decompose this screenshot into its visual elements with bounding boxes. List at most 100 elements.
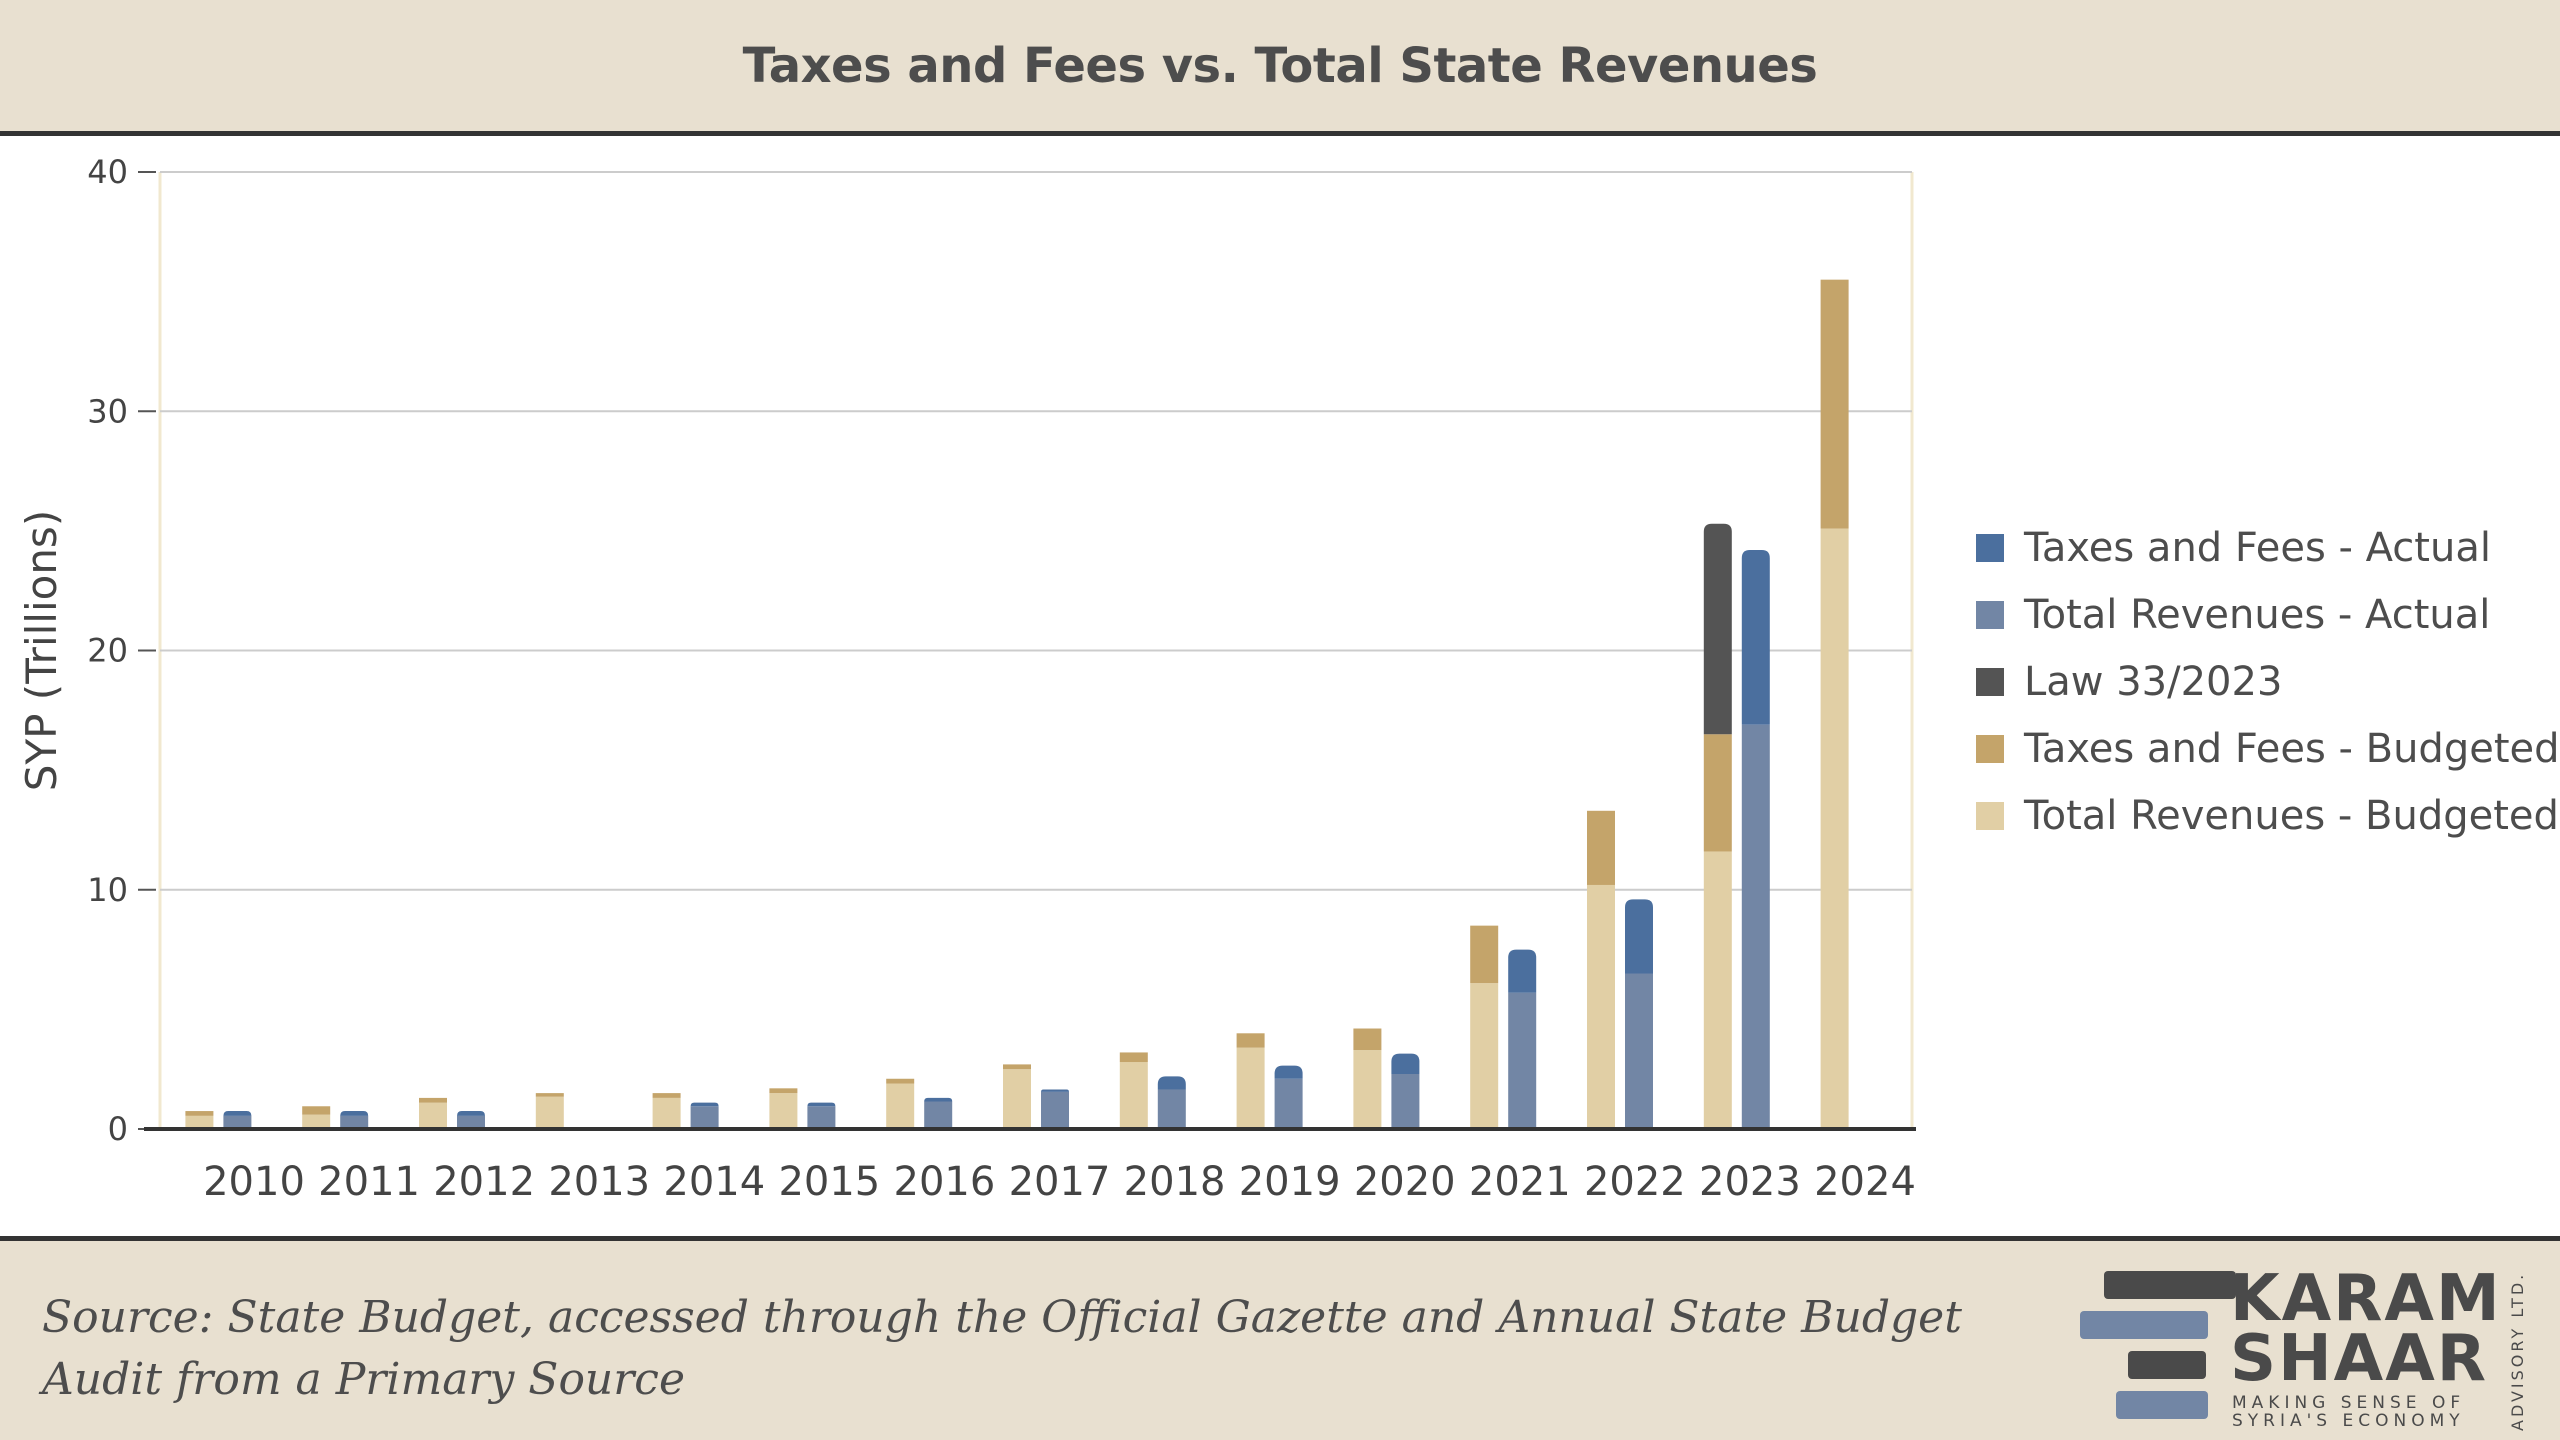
bar-actual-taxes-fees-2014 bbox=[690, 1102, 719, 1107]
x-tick-label-2019: 2019 bbox=[1239, 1159, 1341, 1205]
bar-budgeted-taxes-fees-2019 bbox=[1236, 1033, 1265, 1048]
x-tick-label-2018: 2018 bbox=[1124, 1159, 1226, 1205]
legend-label: Law 33/2023 bbox=[2024, 658, 2283, 705]
x-tick-label-2021: 2021 bbox=[1469, 1159, 1571, 1205]
legend-label: Total Revenues - Actual bbox=[2024, 591, 2491, 638]
x-tick-label-2016: 2016 bbox=[894, 1159, 996, 1205]
chart-area: 0 10 20 30 40 SYP (Trillions) 2010 2011 2012 2013… bbox=[0, 136, 2560, 1236]
legend-label: Taxes and Fees - Budgeted bbox=[2024, 725, 2560, 772]
bar-budgeted-total-revenues-2019 bbox=[1236, 1047, 1265, 1129]
bar-budgeted-total-revenues-2017 bbox=[1003, 1069, 1031, 1129]
bar-budgeted-taxes-fees-2016 bbox=[886, 1078, 915, 1084]
bar-actual-taxes-fees-2015 bbox=[807, 1102, 836, 1107]
legend-swatch bbox=[1976, 533, 2004, 562]
y-tick-label-20: 20 bbox=[87, 632, 128, 670]
bar-budgeted-taxes-fees-2015 bbox=[769, 1088, 798, 1094]
bar-budgeted-total-revenues-2012 bbox=[419, 1102, 447, 1129]
x-tick-label-2017: 2017 bbox=[1009, 1159, 1111, 1205]
bar-budgeted-total-revenues-2024 bbox=[1820, 528, 1849, 1129]
legend-label: Total Revenues - Budgeted bbox=[2024, 792, 2559, 839]
bar-budgeted-taxes-fees-2013 bbox=[535, 1093, 564, 1097]
legend-item: Total Revenues - Budgeted bbox=[1976, 782, 2559, 849]
x-tick-label-2015: 2015 bbox=[778, 1159, 880, 1205]
bar-actual-taxes-fees-2011 bbox=[340, 1111, 369, 1116]
legend-item: Taxes and Fees - Budgeted bbox=[1976, 715, 2560, 782]
bar-budgeted-total-revenues-2016 bbox=[886, 1083, 915, 1129]
logo-bar-4 bbox=[2116, 1391, 2208, 1419]
y-tick-label-40: 40 bbox=[87, 153, 128, 191]
bar-budgeted-total-revenues-2015 bbox=[769, 1093, 798, 1129]
legend: Taxes and Fees - Actual Total Revenues - … bbox=[1976, 514, 2560, 849]
bar-actual-taxes-fees-2021 bbox=[1508, 949, 1537, 993]
chart-title: Taxes and Fees vs. Total State Revenues bbox=[742, 37, 1818, 94]
bar-actual-total-revenues-2012 bbox=[457, 1115, 485, 1129]
x-tick-label-2024: 2024 bbox=[1814, 1159, 1916, 1205]
legend-swatch bbox=[1976, 734, 2004, 763]
x-tick-label-2022: 2022 bbox=[1584, 1159, 1686, 1205]
bar-budgeted-taxes-fees-2024 bbox=[1820, 279, 1849, 529]
bar-actual-total-revenues-2016 bbox=[924, 1101, 953, 1129]
bar-budgeted-taxes-fees-2023 bbox=[1703, 734, 1732, 852]
y-tick-label-0: 0 bbox=[108, 1110, 128, 1148]
bar-actual-total-revenues-2015 bbox=[807, 1106, 836, 1129]
bar-actual-total-revenues-2022 bbox=[1625, 973, 1653, 1129]
bar-budgeted-taxes-fees-2021 bbox=[1470, 925, 1499, 984]
bar-law-33-2023-2023 bbox=[1703, 523, 1732, 735]
bar-budgeted-taxes-fees-2017 bbox=[1003, 1064, 1031, 1070]
legend-label: Taxes and Fees - Actual bbox=[2024, 524, 2491, 571]
legend-item: Law 33/2023 bbox=[1976, 648, 2556, 715]
x-tick-label-2011: 2011 bbox=[318, 1159, 420, 1205]
bar-budgeted-total-revenues-2011 bbox=[302, 1114, 331, 1129]
legend-item: Total Revenues - Actual bbox=[1976, 581, 2556, 648]
bar-budgeted-taxes-fees-2011 bbox=[302, 1106, 331, 1115]
karam-shaar-logo: KARAM SHAAR MAKING SENSE OF SYRIA'S ECON… bbox=[2080, 1263, 2540, 1433]
y-tick-label-30: 30 bbox=[87, 392, 128, 430]
bar-budgeted-total-revenues-2021 bbox=[1470, 983, 1499, 1129]
source-note: Source: State Budget, accessed through t… bbox=[42, 1292, 1962, 1405]
y-tick-label-10: 10 bbox=[87, 871, 128, 909]
y-axis-label: SYP (Trillions) bbox=[17, 510, 66, 791]
chart-header: Taxes and Fees vs. Total State Revenues bbox=[0, 0, 2560, 136]
footer: Source: State Budget, accessed through t… bbox=[0, 1236, 2560, 1440]
bar-budgeted-total-revenues-2023 bbox=[1703, 851, 1732, 1129]
bar-budgeted-total-revenues-2013 bbox=[535, 1096, 564, 1129]
x-tick-label-2020: 2020 bbox=[1354, 1159, 1456, 1205]
logo-word-shaar: SHAAR bbox=[2230, 1322, 2488, 1396]
bar-actual-total-revenues-2021 bbox=[1508, 992, 1537, 1129]
x-tick-label-2013: 2013 bbox=[548, 1159, 650, 1205]
bar-actual-taxes-fees-2019 bbox=[1274, 1065, 1303, 1079]
bar-budgeted-total-revenues-2022 bbox=[1587, 884, 1615, 1129]
bar-actual-taxes-fees-2018 bbox=[1157, 1076, 1186, 1090]
bar-budgeted-taxes-fees-2022 bbox=[1587, 810, 1615, 885]
bar-actual-total-revenues-2011 bbox=[340, 1115, 369, 1129]
x-tick-label-2012: 2012 bbox=[433, 1159, 535, 1205]
bar-actual-total-revenues-2014 bbox=[690, 1106, 719, 1129]
bar-actual-total-revenues-2023 bbox=[1741, 724, 1770, 1129]
bar-budgeted-taxes-fees-2014 bbox=[652, 1093, 681, 1098]
bar-budgeted-taxes-fees-2012 bbox=[419, 1097, 447, 1103]
legend-swatch bbox=[1976, 600, 2004, 629]
legend-item: Taxes and Fees - Actual bbox=[1976, 514, 2556, 581]
bar-actual-total-revenues-2018 bbox=[1157, 1089, 1186, 1129]
bar-budgeted-total-revenues-2010 bbox=[185, 1115, 214, 1129]
bar-actual-taxes-fees-2023 bbox=[1741, 550, 1770, 725]
bar-actual-total-revenues-2019 bbox=[1274, 1078, 1303, 1129]
logo-bar-3 bbox=[2128, 1351, 2206, 1379]
logo-tagline-1: MAKING SENSE OF bbox=[2232, 1393, 2466, 1413]
legend-swatch bbox=[1976, 801, 2004, 830]
bar-actual-total-revenues-2017 bbox=[1041, 1091, 1069, 1129]
bar-budgeted-taxes-fees-2018 bbox=[1119, 1052, 1148, 1063]
bar-budgeted-taxes-fees-2010 bbox=[185, 1111, 214, 1116]
bar-actual-taxes-fees-2022 bbox=[1625, 899, 1653, 974]
bar-actual-taxes-fees-2012 bbox=[457, 1111, 485, 1116]
logo-word-karam: KARAM bbox=[2230, 1262, 2502, 1336]
bar-budgeted-taxes-fees-2020 bbox=[1353, 1028, 1382, 1051]
bar-actual-total-revenues-2020 bbox=[1391, 1073, 1420, 1129]
x-tick-label-2010: 2010 bbox=[203, 1159, 305, 1205]
bar-budgeted-total-revenues-2020 bbox=[1353, 1050, 1382, 1129]
bar-actual-total-revenues-2010 bbox=[223, 1115, 252, 1129]
logo-bar-2 bbox=[2080, 1311, 2208, 1339]
logo-vertical-text: ADVISORY LTD. bbox=[2508, 1271, 2527, 1431]
bar-actual-taxes-fees-2010 bbox=[223, 1111, 252, 1116]
bar-budgeted-total-revenues-2014 bbox=[652, 1097, 681, 1129]
